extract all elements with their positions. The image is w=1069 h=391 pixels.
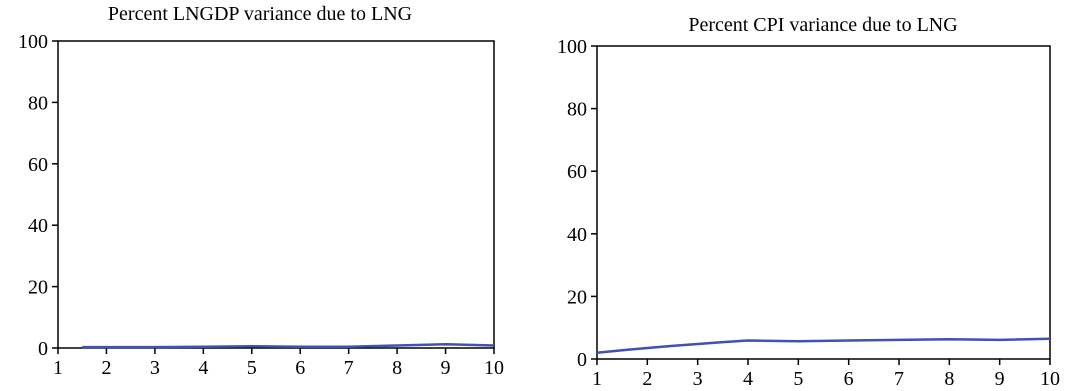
chart-title-right: Percent CPI variance due to LNG <box>688 14 958 36</box>
right-y-tick-label: 20 <box>567 286 587 308</box>
left-y-tick-label: 40 <box>28 215 48 237</box>
right-y-tick-label: 0 <box>577 349 587 371</box>
left-x-tick-label: 5 <box>247 357 257 379</box>
left-x-tick-label: 10 <box>484 357 504 379</box>
left-y-tick-label: 60 <box>28 154 48 176</box>
right-x-tick-label: 5 <box>793 368 803 390</box>
right-x-tick-label: 9 <box>995 368 1005 390</box>
left-y-tick-label: 100 <box>18 31 48 53</box>
right-plot-frame <box>596 45 1051 360</box>
right-x-tick-label: 10 <box>1040 368 1060 390</box>
left-y-tick-label: 20 <box>28 277 48 299</box>
left-x-tick-label: 4 <box>198 357 208 379</box>
chart-title-left: Percent LNGDP variance due to LNG <box>107 3 413 25</box>
left-x-tick-label: 7 <box>344 357 354 379</box>
right-series-line-0 <box>596 337 1051 354</box>
left-x-tick-label: 8 <box>392 357 402 379</box>
right-y-tick-label: 100 <box>557 36 587 58</box>
right-x-tick-label: 6 <box>844 368 854 390</box>
right-x-tick-label: 4 <box>743 368 753 390</box>
left-series-line-0 <box>82 343 495 349</box>
right-x-tick-label: 1 <box>592 368 602 390</box>
left-y-tick-label: 80 <box>28 92 48 114</box>
left-x-tick-label: 1 <box>53 357 63 379</box>
left-x-tick-label: 9 <box>441 357 451 379</box>
left-x-tick-label: 2 <box>101 357 111 379</box>
right-y-tick-label: 40 <box>567 224 587 246</box>
right-x-tick-label: 7 <box>894 368 904 390</box>
right-y-tick-label: 60 <box>567 161 587 183</box>
left-x-tick-label: 3 <box>150 357 160 379</box>
left-x-tick-label: 6 <box>295 357 305 379</box>
right-y-tick-label: 80 <box>567 99 587 121</box>
right-x-tick-label: 3 <box>693 368 703 390</box>
left-plot-frame <box>57 40 495 349</box>
right-x-tick-label: 2 <box>642 368 652 390</box>
right-x-tick-label: 8 <box>944 368 954 390</box>
left-y-tick-label: 0 <box>38 338 48 360</box>
